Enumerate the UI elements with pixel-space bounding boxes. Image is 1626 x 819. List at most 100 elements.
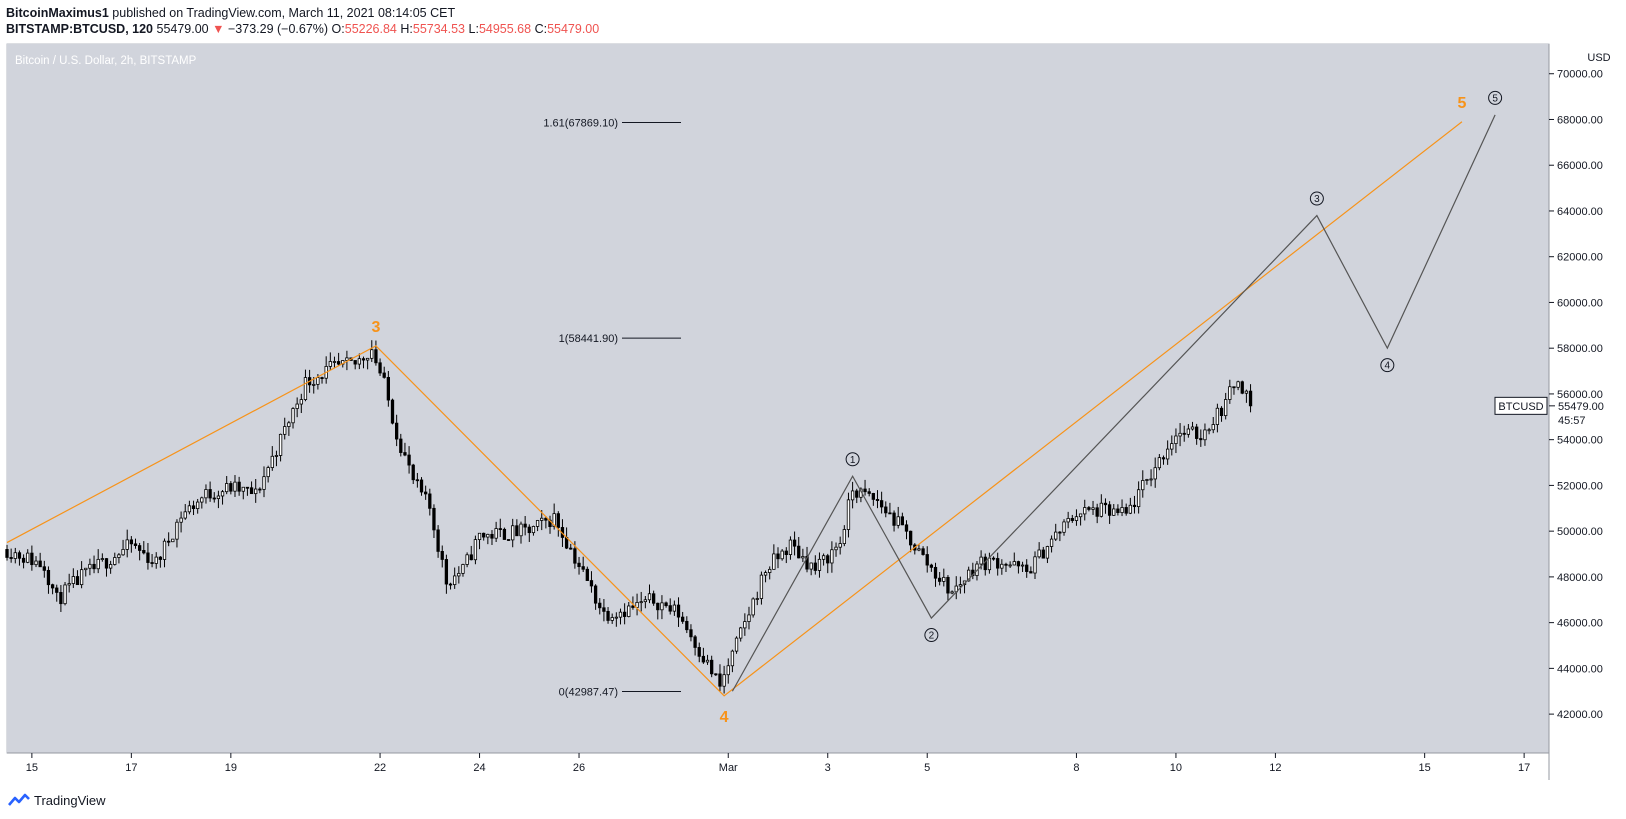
candle-down: [929, 564, 934, 568]
candle-up: [1054, 531, 1058, 540]
candle-up: [635, 601, 639, 608]
candle-down: [424, 491, 428, 495]
candle-down: [879, 500, 884, 508]
last-price-tag: BTCUSD 55479.00 45:57: [1494, 396, 1604, 427]
candle-up: [801, 556, 805, 559]
price-tick-label: 60000.00: [1557, 297, 1603, 309]
candle-down: [208, 489, 212, 499]
candle-up: [299, 399, 303, 405]
price-tick-label: 62000.00: [1557, 252, 1603, 264]
candle-up: [1099, 502, 1103, 517]
time-tick-label: 24: [473, 762, 485, 774]
candle-down: [353, 360, 357, 365]
candle-down: [710, 659, 714, 675]
candle-up: [1074, 516, 1079, 521]
candle-down: [1116, 508, 1120, 513]
candle-up: [834, 546, 838, 551]
price-tick-label: 56000.00: [1557, 389, 1603, 401]
candle-up: [1012, 561, 1016, 566]
candle-up: [643, 599, 647, 603]
candle-up: [96, 558, 100, 570]
footer-brand[interactable]: TradingView: [8, 792, 106, 808]
candle-down: [1087, 507, 1091, 510]
candle-down: [440, 550, 444, 560]
candle-down: [556, 513, 560, 528]
candle-down: [909, 530, 913, 546]
candle-down: [1232, 386, 1236, 389]
candle-down: [1029, 571, 1033, 574]
time-tick-label: 10: [1170, 762, 1182, 774]
candle-down: [50, 584, 55, 589]
candle-down: [92, 563, 96, 570]
candle-down: [884, 506, 888, 514]
candle-up: [1020, 564, 1025, 567]
candle-up: [254, 488, 258, 495]
candle-up: [1190, 426, 1195, 430]
candle-up: [1215, 407, 1220, 425]
candle-up: [1224, 399, 1228, 417]
candle-up: [979, 556, 983, 565]
candle-up: [187, 505, 192, 513]
candle-up: [216, 495, 221, 500]
candle-up: [84, 567, 88, 571]
candle-down: [9, 557, 13, 559]
price-tag-symbol: BTCUSD: [1498, 401, 1543, 413]
candle-down: [59, 592, 63, 605]
candle-up: [365, 357, 370, 361]
candle-down: [1124, 507, 1128, 514]
candle-up: [614, 616, 618, 619]
candle-up: [1083, 507, 1087, 515]
candle-up: [540, 517, 544, 521]
candle-up: [171, 538, 175, 543]
candle-down: [245, 486, 250, 489]
candle-up: [274, 455, 279, 457]
sub-wave-label: 2: [929, 631, 935, 642]
candle-up: [722, 674, 726, 687]
candle-up: [759, 574, 764, 599]
candle-up: [100, 558, 104, 560]
candle-down: [104, 558, 109, 569]
candle-up: [817, 558, 822, 571]
fib-level-label: 1(58441.90): [559, 333, 618, 345]
candle-down: [419, 479, 424, 493]
price-tag-value: 55479.00: [1558, 401, 1604, 413]
candle-up: [262, 476, 266, 490]
candle-down: [158, 556, 163, 560]
candle-up: [183, 511, 187, 519]
candle-up: [113, 557, 117, 565]
fib-level-label: 1.61(67869.10): [543, 117, 618, 129]
candle-down: [403, 452, 407, 456]
candle-down: [1103, 502, 1108, 506]
candle-up: [295, 403, 299, 409]
candle-down: [399, 438, 403, 453]
candle-down: [17, 552, 22, 559]
high-label: H:: [400, 22, 413, 36]
time-tick-label: 26: [573, 762, 585, 774]
price-tick-label: 46000.00: [1557, 618, 1603, 630]
candle-up: [788, 539, 793, 555]
candle-down: [1182, 432, 1186, 435]
candle-up: [647, 593, 652, 601]
author-name[interactable]: BitcoinMaximus1: [6, 6, 109, 20]
candle-down: [689, 629, 693, 638]
candle-down: [138, 545, 142, 551]
price-tick-label: 50000.00: [1557, 526, 1603, 538]
candle-up: [328, 361, 332, 367]
candle-up: [842, 529, 846, 544]
price-tick-label: 68000.00: [1557, 114, 1603, 126]
candle-down: [1016, 561, 1021, 567]
candle-down: [904, 524, 909, 532]
sub-wave-label-circle: [1488, 90, 1503, 105]
fibonacci-levels: 1.61(67869.10) 1(58441.90) 0(42987.47): [543, 117, 681, 699]
candle-up: [303, 377, 308, 400]
candle-down: [784, 550, 788, 555]
candle-up: [1170, 443, 1174, 450]
open-value: 55226.84: [344, 22, 397, 36]
chart-title: Bitcoin / U.S. Dollar, 2h, BITSTAMP: [15, 55, 197, 67]
candle-down: [1107, 504, 1112, 516]
low-label: L:: [468, 22, 479, 36]
candle-down: [5, 549, 9, 558]
candle-down: [336, 361, 341, 365]
candle-down: [38, 560, 42, 568]
